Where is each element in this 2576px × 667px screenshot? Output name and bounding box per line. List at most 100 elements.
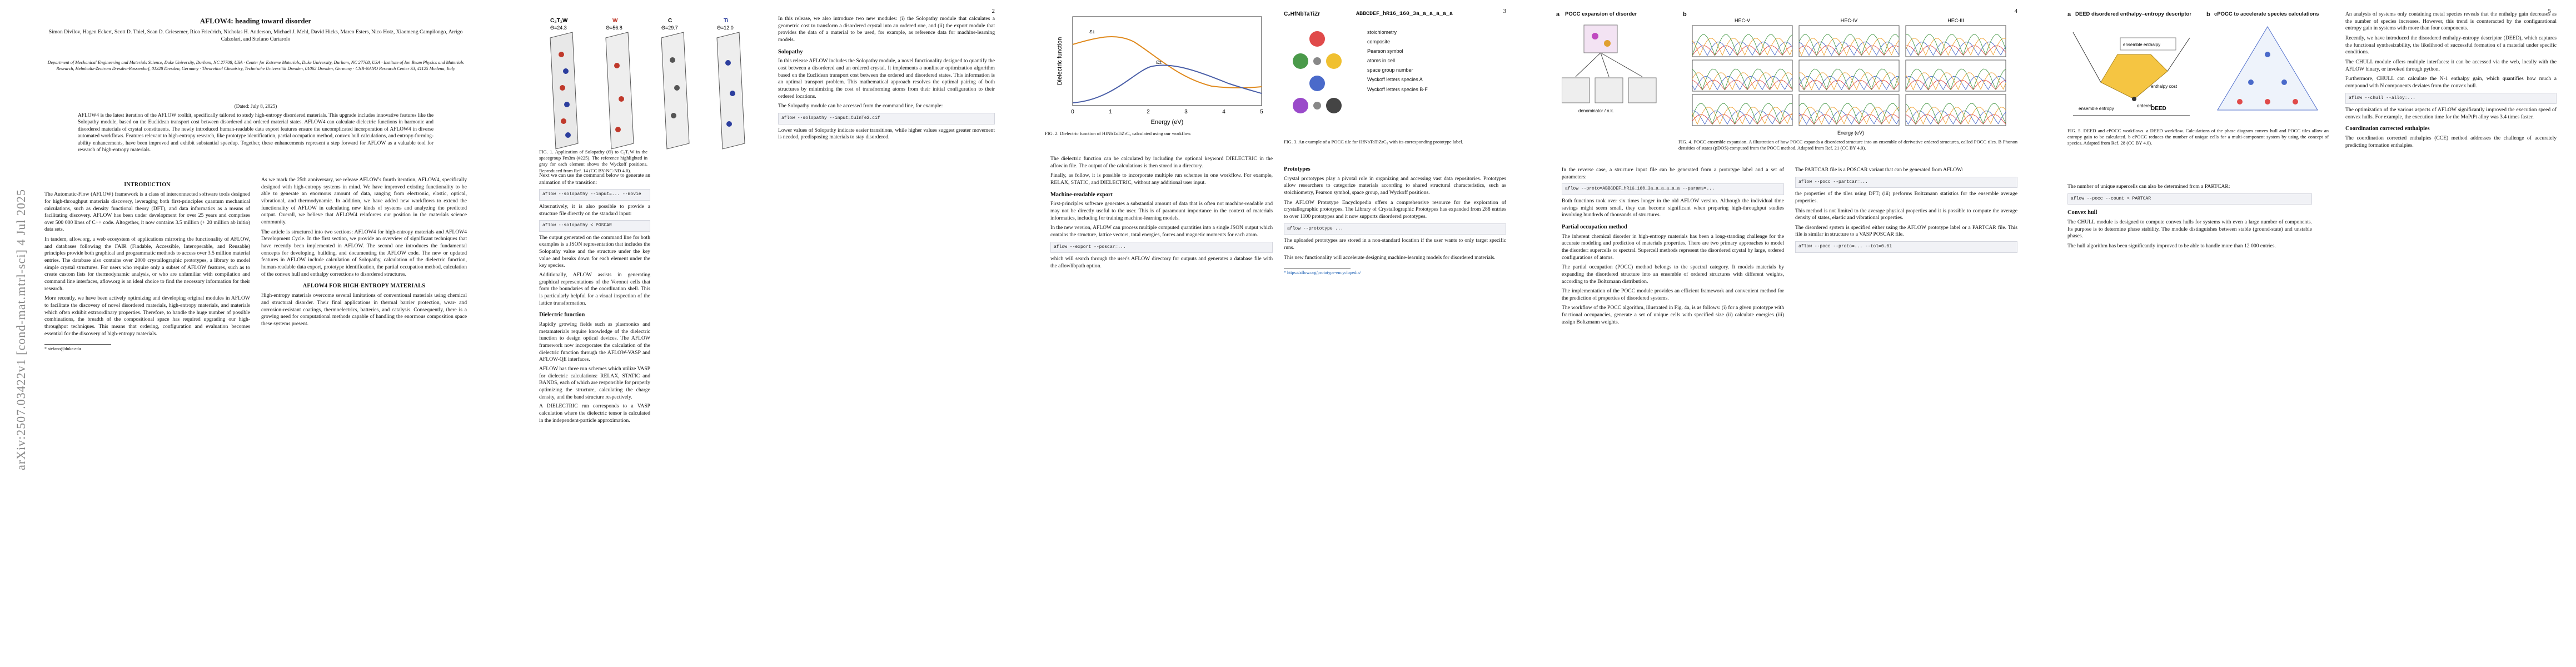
crystal-cell-4 <box>716 32 745 150</box>
paragraph: The article is structured into two secti… <box>261 228 467 277</box>
pdos-curve <box>1798 72 1900 91</box>
code-block: aflow --pocc --partcar=... <box>1795 176 2017 188</box>
x-tick: 3 <box>1184 109 1188 115</box>
pdos-curve <box>1905 111 2006 125</box>
panel-b-label: b <box>1683 11 1687 18</box>
fig1-value-1: Θ=56.8 <box>606 25 622 31</box>
pdos-curve <box>1692 111 1793 125</box>
code-block: aflow --export --poscar=... <box>1050 241 1273 253</box>
pdos-curve <box>1692 114 1793 125</box>
fig1-label-2: C <box>668 18 672 24</box>
code-block: aflow --pocc --proto=... --tol=0.01 <box>1795 241 2017 253</box>
pdos-curve <box>1692 76 1793 91</box>
fig4-x-axis-label: Energy (eV) <box>1837 130 1864 136</box>
crystal-cell-2 <box>605 32 634 150</box>
page-number: 5 <box>2548 8 2552 14</box>
fig1-label-0: C₂T₁W <box>550 18 568 24</box>
subsection-heading-cce: Coordination corrected enthalpies <box>2345 126 2430 132</box>
pdos-curve <box>1905 34 2006 56</box>
affiliations: Department of Mechanical Engineering and… <box>47 60 464 71</box>
page-3: 3 ε₁ ε₂ 0 1 2 3 4 5 Energy (eV) Dielectr… <box>1034 0 1523 667</box>
paragraph: An analysis of systems only containing m… <box>2345 11 2557 32</box>
paragraph: which will search through the user's AFL… <box>1050 256 1273 269</box>
paragraph: In the reverse case, a structure input f… <box>1562 167 1784 180</box>
code-block: aflow --solopathy --input=CuInTe2.cif <box>778 112 995 125</box>
legend-item: Pearson symbol <box>1367 48 1403 54</box>
deed-graphic: ensemble enthalpy ensemble entropy order… <box>2072 32 2190 116</box>
column-left: The dielectric function can be calculate… <box>1050 156 1273 273</box>
pdos-curve <box>1692 34 1793 56</box>
column-right: The PARTCAR file is a POSCAR variant tha… <box>1795 167 2017 256</box>
paragraph: In the new version, AFLOW can process mu… <box>1050 225 1273 238</box>
crystal-cell-1 <box>550 32 579 150</box>
abstract: AFLOW4 is the latest iteration of the AF… <box>78 113 434 153</box>
epsilon1-curve <box>1072 36 1262 89</box>
fig1-label-1: W <box>612 18 618 24</box>
pdos-curve <box>1798 103 1900 125</box>
paragraph: The disordered system is specified eithe… <box>1795 224 2017 238</box>
figure-4-caption: FIG. 4. POCC ensemble expansion. A illus… <box>1678 139 2017 151</box>
column-left: In the reverse case, a structure input f… <box>1562 167 1784 328</box>
page-number: 4 <box>2014 8 2018 14</box>
legend-item: composite <box>1367 39 1391 45</box>
footnote-link[interactable]: * https://aflow.org/prototype-encycloped… <box>1284 270 1361 276</box>
pdos-curve <box>1798 38 1900 56</box>
figure-4: a POCC expansion of disorder denominator… <box>1556 11 2017 156</box>
x-tick: 0 <box>1071 109 1074 115</box>
pdos-curve <box>1905 76 2006 91</box>
paragraph: The PARTCAR file is a POSCAR variant tha… <box>1795 167 1964 173</box>
pdos-curve <box>1798 114 1900 125</box>
fig1-value-2: Θ=29.7 <box>661 25 678 31</box>
paragraph: High-entropy materials overcome several … <box>261 292 467 327</box>
pdos-curve <box>1905 42 2006 56</box>
page-1: arXiv:2507.03422v1 [cond-mat.mtrl-sci] 4… <box>11 0 500 667</box>
paper-title: AFLOW4: heading toward disorder <box>200 17 312 25</box>
fig4-pdos-panels: HEC-V HEC-IV HEC-III Energy (eV) <box>1692 18 2006 136</box>
paragraph: As we mark the 25th anniversary, we rele… <box>261 177 467 225</box>
pdos-curve <box>1905 68 2006 91</box>
paragraph: Furthermore, CHULL can calculate the N-1… <box>2345 76 2557 89</box>
fig1-label-3: Ti <box>724 18 729 24</box>
pdos-curve <box>1905 107 2006 125</box>
pdos-curve <box>1798 34 1900 56</box>
page-2: 2 C₂T₁W <box>522 0 1012 667</box>
pdos-curve <box>1905 114 2006 125</box>
pdos-panel: HEC-IV <box>1798 18 1900 126</box>
pdos-panel: HEC-III <box>1905 18 2006 126</box>
pdos-curve <box>1692 72 1793 91</box>
subsection-heading-dielectric: Dielectric function <box>539 312 585 318</box>
paragraph: Recently, we have introduced the disorde… <box>2345 34 2557 56</box>
legend-item: Wyckoff letters species A <box>1367 77 1423 83</box>
paragraph: First-principles software generates a su… <box>1050 201 1273 221</box>
pdos-curve <box>1905 38 2006 56</box>
paragraph: Finally, as follow, it is possible to in… <box>1050 172 1273 186</box>
fig5-label: enthalpy cost <box>2151 84 2178 89</box>
paragraph: The dielectric function can be calculate… <box>1050 156 1273 169</box>
legend-item: stoichiometry <box>1367 29 1397 35</box>
column-right: In this release, we also introduce two n… <box>778 16 995 144</box>
pdos-curve <box>1692 68 1793 91</box>
page-4: 4 a POCC expansion of disorder denominat… <box>1545 0 2034 667</box>
paragraph: The number of unique supercells can also… <box>2067 183 2230 190</box>
pocc-legend: stoichiometry composite Pearson symbol a… <box>1367 28 1506 94</box>
paragraph: In this release, we also introduce two n… <box>778 16 995 43</box>
pdos-subplot <box>1905 25 2006 57</box>
paragraph: More recently, we have been actively opt… <box>44 295 250 337</box>
panel-b-label: b <box>2206 11 2210 18</box>
paragraph: Additionally, AFLOW assists in generatin… <box>539 272 650 306</box>
section-heading-intro: INTRODUCTION <box>124 182 171 188</box>
fig5b-title: cPOCC to accelerate species calculations <box>2214 11 2319 17</box>
x-axis-label: Energy (eV) <box>1151 119 1184 126</box>
paragraph: The inherent chemical disorder in high-e… <box>1562 233 1784 261</box>
pdos-curve <box>1798 42 1900 56</box>
paragraph: The uploaded prototypes are stored in a … <box>1284 237 1506 251</box>
subsection-heading-prototypes: Prototypes <box>1284 166 1311 172</box>
paragraph: the properties of the tiles using DFT; (… <box>1795 191 2017 204</box>
fig4-title: POCC expansion of disorder <box>1565 11 1637 17</box>
pocc-formula: C₂HfNbTaTiZr <box>1284 11 1321 17</box>
paragraph: The AFLOW Prototype Encyclopedia offers … <box>1284 199 1506 220</box>
code-block: aflow --prototype ... <box>1284 223 1506 235</box>
x-tick: 2 <box>1147 109 1150 115</box>
paragraph: In this release AFLOW includes the Solop… <box>778 58 995 99</box>
pocc-tile-graphic <box>1293 31 1342 113</box>
